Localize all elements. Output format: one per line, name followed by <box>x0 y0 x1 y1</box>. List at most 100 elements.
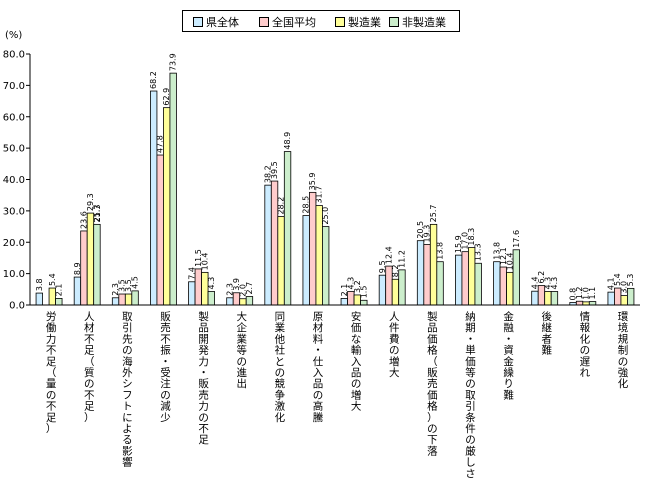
data-label: 19.3 <box>423 225 432 243</box>
legend-item-non-manufacturing: 非製造業 <box>389 14 446 30</box>
data-label: 4.3 <box>550 277 559 290</box>
data-label: 39.5 <box>270 161 279 179</box>
legend-label-non-manufacturing: 非製造業 <box>402 16 446 29</box>
data-label: 17.0 <box>461 232 470 250</box>
data-label: 7.4 <box>187 267 196 280</box>
y-tick-label: 60.0 <box>3 112 25 123</box>
data-label: 8.9 <box>73 262 82 275</box>
bar <box>544 291 552 306</box>
bar <box>283 151 292 306</box>
category-label: 後継者難 <box>541 310 552 357</box>
data-label: 4.5 <box>131 276 140 289</box>
data-label: 6.2 <box>537 271 546 284</box>
bar <box>436 261 444 306</box>
bar <box>620 295 628 306</box>
data-label: 17.6 <box>512 230 521 248</box>
bar <box>302 215 310 306</box>
legend-label-prefecture: 県全体 <box>206 16 239 29</box>
category-label: 人材不足（質の不足） <box>84 311 95 424</box>
bar <box>264 184 272 306</box>
y-tick-label: 10.0 <box>3 269 25 280</box>
bar <box>111 297 120 306</box>
y-tick-label: 80.0 <box>3 50 25 61</box>
y-tick-label: 50.0 <box>3 144 25 155</box>
data-label: 25.0 <box>321 207 330 225</box>
category-label: 販売不振・受注の減少 <box>160 311 171 424</box>
bar <box>309 191 317 306</box>
legend-swatch-prefecture <box>193 17 203 27</box>
bar <box>73 276 82 306</box>
data-label: 1.5 <box>359 286 368 299</box>
legend-item-national: 全国平均 <box>259 14 316 30</box>
data-label: 18.3 <box>467 228 476 246</box>
legend-swatch-national <box>259 17 269 27</box>
bar <box>340 298 348 306</box>
data-label: 0.8 <box>569 288 578 301</box>
category-label: 労働力不足（量の不足） <box>46 310 57 435</box>
bar <box>150 90 158 306</box>
bar <box>188 281 196 306</box>
bar <box>93 223 101 306</box>
bar <box>512 249 520 306</box>
category-label: 同業他社との競争激化 <box>275 311 286 424</box>
data-label: 13.8 <box>436 242 445 260</box>
category-label: 環境規制の強化 <box>618 311 629 390</box>
y-tick-label: 20.0 <box>3 238 25 249</box>
bar <box>124 293 133 306</box>
data-label: 2.3 <box>225 283 234 296</box>
data-label: 2.1 <box>340 284 349 297</box>
y-tick-label: 30.0 <box>3 206 25 217</box>
data-label: 8.2 <box>391 265 400 278</box>
data-label: 11.5 <box>194 249 203 267</box>
data-label: 2.1 <box>54 284 63 297</box>
data-label: 12.4 <box>384 246 393 264</box>
data-label: 10.4 <box>505 253 514 271</box>
legend-label-national: 全国平均 <box>272 16 316 29</box>
bar <box>277 216 285 306</box>
bar <box>531 290 539 306</box>
data-label: 3.0 <box>620 281 629 294</box>
data-label: 12.1 <box>499 247 508 265</box>
legend-label-manufacturing: 製造業 <box>348 16 381 29</box>
data-label: 62.9 <box>162 88 171 106</box>
data-label: 29.3 <box>86 193 95 211</box>
bar <box>575 300 584 306</box>
category-label: 納期・単価等の取引条件の厳しさ <box>465 310 476 480</box>
data-label: 23.6 <box>79 211 88 229</box>
bar <box>550 291 559 306</box>
data-label: 3.8 <box>35 278 44 291</box>
bar <box>455 254 463 306</box>
data-label-extra: 21.3 <box>93 205 102 223</box>
bar <box>588 301 597 306</box>
category-label: 情報化の遅れ <box>580 310 591 379</box>
legend-item-manufacturing: 製造業 <box>335 14 381 30</box>
bar <box>506 271 514 306</box>
data-label: 5.4 <box>48 273 57 286</box>
category-label: 製品価格（販売価格）の下落 <box>427 310 438 457</box>
data-label: 3.2 <box>353 280 362 293</box>
legend-swatch-non-manufacturing <box>389 17 399 27</box>
data-label: 11.2 <box>397 250 406 268</box>
bar <box>194 268 202 306</box>
y-tick-label: 40.0 <box>3 175 25 186</box>
category-label: 製品開発力・販売力の不足 <box>198 310 209 446</box>
data-label: 73.9 <box>169 53 178 71</box>
bar <box>239 298 247 306</box>
bar <box>86 212 95 306</box>
data-label: 9.5 <box>378 260 387 273</box>
y-tick-label: 0.0 <box>9 301 25 312</box>
bar <box>493 261 501 306</box>
y-axis-unit: (%) <box>5 30 23 41</box>
bar <box>627 287 635 306</box>
data-label: 25.7 <box>429 205 438 223</box>
category-label: 安価な輸入品の増大 <box>351 310 362 413</box>
data-label: 4.4 <box>530 276 539 289</box>
category-label: 金融・資金繰り難 <box>503 310 514 401</box>
data-label: 35.9 <box>308 173 317 191</box>
bar <box>226 297 234 306</box>
data-label: 13.3 <box>474 243 483 261</box>
legend-item-prefecture: 県全体 <box>193 14 239 30</box>
category-label: 原材料・仕入品の高騰 <box>313 311 324 424</box>
data-label: 1.2 <box>575 287 584 300</box>
